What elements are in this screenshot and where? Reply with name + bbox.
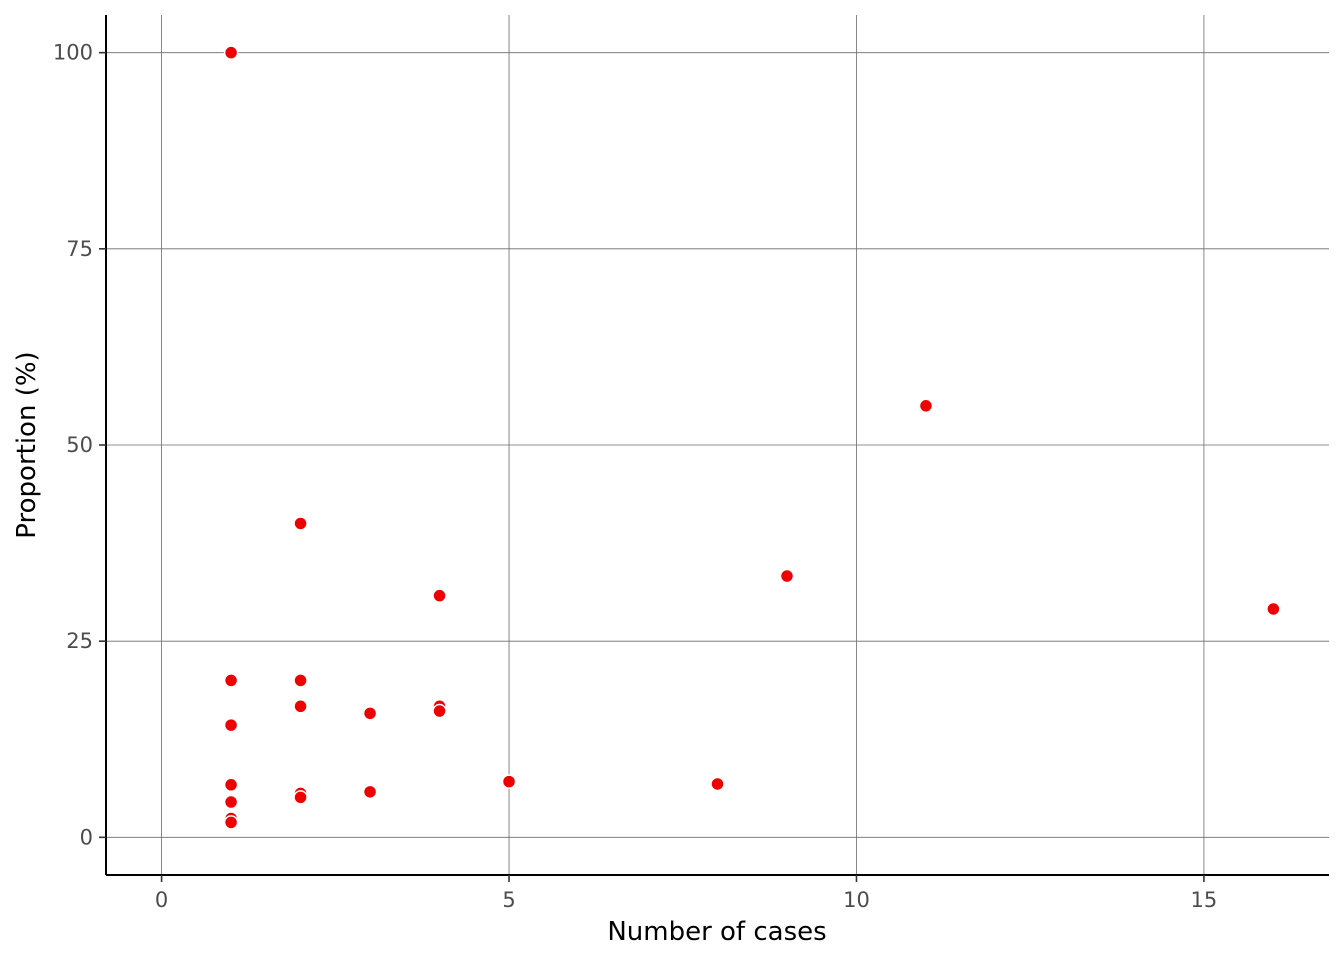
x-tick-label: 5 — [502, 888, 515, 912]
data-point — [293, 516, 308, 531]
data-point — [293, 699, 308, 714]
data-point — [362, 706, 378, 721]
y-tick-label: 25 — [66, 629, 93, 653]
data-point — [223, 717, 239, 733]
x-tick-label: 0 — [155, 888, 168, 912]
data-point — [710, 776, 725, 792]
y-tick-label: 75 — [66, 237, 93, 261]
data-point — [362, 784, 378, 800]
ticks: 0 5 10 15 0 25 50 75 100 — [53, 41, 1217, 912]
data-point — [223, 777, 239, 793]
x-tick-label: 15 — [1191, 888, 1218, 912]
data-point — [918, 398, 934, 414]
data-point — [223, 673, 239, 688]
data-point — [293, 790, 308, 805]
y-tick-label: 0 — [80, 825, 93, 849]
data-point — [432, 703, 447, 719]
data-point — [223, 45, 239, 60]
data-point — [432, 588, 447, 603]
data-point — [223, 794, 239, 810]
x-axis-title: Number of cases — [607, 917, 826, 947]
data-point — [779, 568, 795, 584]
data-point — [223, 815, 239, 830]
grid-lines — [106, 15, 1329, 875]
data-point — [293, 673, 308, 688]
y-axis-title: Proportion (%) — [12, 351, 42, 538]
data-point — [1266, 601, 1281, 617]
data-points — [223, 45, 1281, 830]
y-tick-label: 50 — [66, 433, 93, 457]
y-tick-label: 100 — [53, 41, 93, 65]
data-point — [501, 774, 517, 789]
x-tick-label: 10 — [843, 888, 870, 912]
